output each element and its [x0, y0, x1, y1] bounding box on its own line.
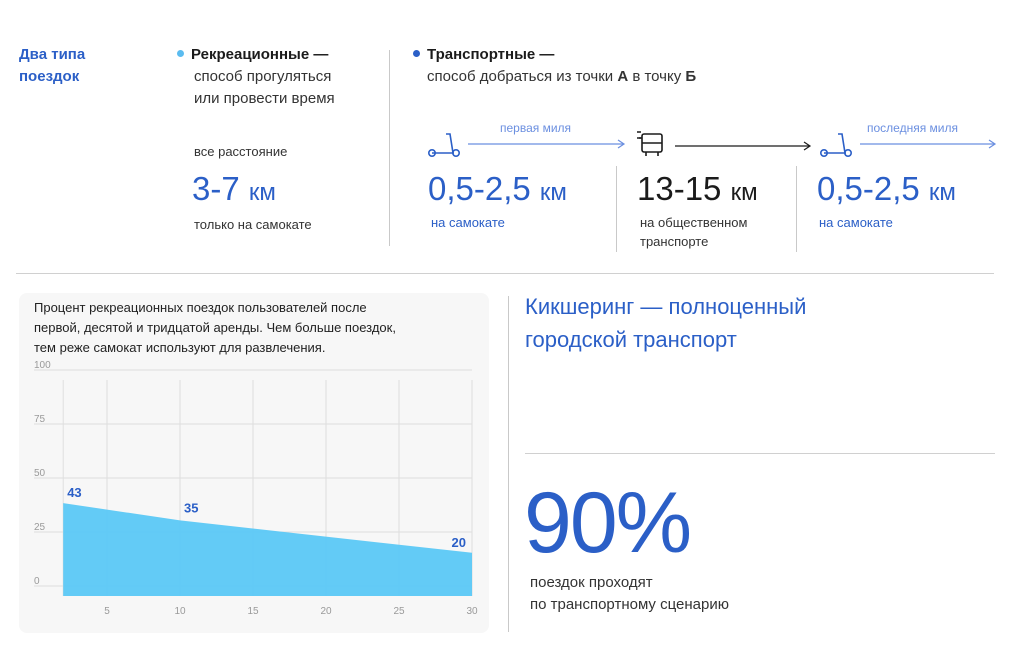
- recreational-head-text: Рекреационные —: [191, 46, 329, 63]
- recreational-block: Рекреационные — способ прогуляться или п…: [177, 44, 387, 110]
- recreational-note: только на самокате: [194, 217, 312, 232]
- transport-desc-pre: способ добраться из точки: [427, 68, 618, 85]
- chart-caption-line2: первой, десятой и тридцатой аренды. Чем …: [34, 320, 396, 335]
- route-diagram: первая миля последняя миля: [428, 121, 997, 157]
- segment-last-distance: 0,5-2,5 км: [817, 170, 956, 212]
- chart-labels: 100 75 50 25 0 5 10 15 20 25 30 43 35 20: [34, 360, 478, 617]
- transport-desc-mid: в точку: [628, 68, 686, 85]
- segment-last-unit: км: [928, 179, 956, 206]
- chart-caption-line3: тем реже самокат используют для развлече…: [34, 340, 326, 355]
- headline: Кикшеринг — полноценный городской трансп…: [525, 290, 985, 356]
- transport-desc: способ добраться из точки А в точку Б: [413, 66, 973, 88]
- segment-divider-2: [796, 166, 797, 252]
- percentage-caption-line1: поездок проходят: [530, 574, 653, 591]
- section-divider: [16, 273, 994, 274]
- recreational-distance-label: все расстояние: [194, 144, 288, 159]
- segment-first-unit: км: [539, 179, 567, 206]
- y-tick-label: 25: [34, 522, 46, 533]
- x-tick-label: 15: [247, 606, 259, 617]
- recreational-desc-line2: или провести время: [194, 90, 335, 107]
- chart-caption: Процент рекреационных поездок пользовате…: [34, 298, 484, 358]
- area-series: [63, 503, 472, 596]
- headline-line1: Кикшеринг — полноценный: [525, 294, 807, 319]
- segment-first-value: 0,5-2,5: [428, 170, 531, 207]
- area-chart: 100 75 50 25 0 5 10 15 20 25 30 43 35 20: [34, 360, 478, 617]
- headline-line2: городской транспорт: [525, 327, 737, 352]
- x-tick-label: 25: [393, 606, 405, 617]
- recreational-distance-unit: км: [248, 179, 276, 206]
- recreational-distance: 3-7 км: [192, 170, 276, 212]
- recreational-desc-line1: способ прогуляться: [194, 68, 332, 85]
- y-tick-label: 100: [34, 360, 51, 371]
- segment-transit-unit: км: [730, 179, 758, 206]
- top-column-divider: [389, 50, 390, 246]
- recreational-dot-icon: [177, 49, 184, 57]
- chart-caption-line1: Процент рекреационных поездок пользовате…: [34, 300, 367, 315]
- x-tick-label: 5: [104, 606, 110, 617]
- transport-dot-icon: [413, 49, 420, 57]
- y-tick-label: 0: [34, 576, 40, 587]
- segment-last-value: 0,5-2,5: [817, 170, 920, 207]
- segment-transit-note-line1: на общественном: [640, 215, 748, 230]
- y-tick-label: 50: [34, 468, 46, 479]
- x-tick-label: 20: [320, 606, 332, 617]
- right-divider: [525, 453, 995, 454]
- data-label: 43: [67, 485, 81, 500]
- big-percentage: 90%: [524, 475, 692, 571]
- segment-transit-distance: 13-15 км: [637, 170, 758, 212]
- y-tick-label: 75: [34, 414, 46, 425]
- transport-block: Транспортные — способ добраться из точки…: [413, 44, 973, 88]
- recreational-head: Рекреационные —: [177, 44, 387, 66]
- first-mile-arrow-icon: [468, 139, 626, 149]
- data-label: 20: [452, 535, 466, 550]
- segment-divider-1: [616, 166, 617, 252]
- first-mile-label: первая миля: [500, 121, 571, 135]
- section-title-text: Два типа поездок: [19, 46, 86, 85]
- segment-transit-note: на общественном транспорте: [640, 213, 747, 251]
- segment-last-note: на самокате: [819, 215, 893, 230]
- bus-icon: [637, 131, 663, 156]
- transit-arrow-icon: [675, 141, 812, 151]
- x-tick-label: 10: [174, 606, 186, 617]
- section-title: Два типа поездок: [19, 44, 129, 88]
- scooter-icon: [428, 133, 460, 157]
- transport-point-a: А: [617, 68, 629, 85]
- transport-head-text: Транспортные —: [427, 46, 555, 63]
- bottom-column-divider: [508, 296, 509, 632]
- segment-first-note: на самокате: [431, 215, 505, 230]
- percentage-caption: поездок проходят по транспортному сценар…: [530, 572, 729, 616]
- last-mile-arrow-icon: [860, 139, 997, 149]
- chart-area: [63, 503, 472, 596]
- recreational-distance-value: 3-7: [192, 170, 240, 207]
- percentage-caption-line2: по транспортному сценарию: [530, 596, 729, 613]
- data-label: 35: [184, 500, 198, 515]
- transport-head: Транспортные —: [413, 44, 973, 66]
- segment-transit-note-line2: транспорте: [640, 234, 709, 249]
- segment-first-distance: 0,5-2,5 км: [428, 170, 567, 212]
- transport-point-b: Б: [685, 68, 697, 85]
- scooter-icon: [819, 133, 852, 157]
- segment-transit-value: 13-15: [637, 170, 722, 207]
- x-tick-label: 30: [466, 606, 478, 617]
- last-mile-label: последняя миля: [867, 121, 958, 135]
